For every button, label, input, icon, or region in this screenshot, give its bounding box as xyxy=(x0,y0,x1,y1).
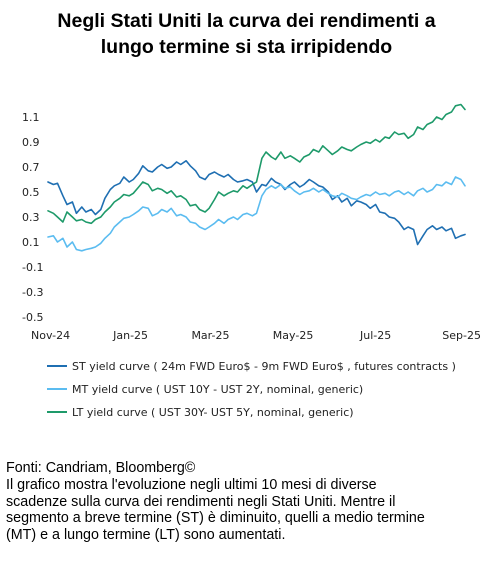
chart-title-line-1: Negli Stati Uniti la curva dei rendiment… xyxy=(57,10,436,32)
legend-item-st: ST yield curve ( 24m FWD Euro$ - 9m FWD … xyxy=(47,360,456,373)
yield-curve-line-chart: 1.1 0.9 0.7 0.5 0.3 0.1 -0.1 -0.3 -0.5 Nov-24 Jan… xyxy=(22,103,481,419)
footer-line-2: scadenze sulla curva dei rendimenti negl… xyxy=(6,493,396,510)
st-series-line xyxy=(47,160,466,246)
chart-title: Negli Stati Uniti la curva dei rendiment… xyxy=(0,8,493,60)
y-tick-label: 0.1 xyxy=(22,236,40,249)
x-tick-label: Sep-25 xyxy=(442,329,481,342)
legend-item-lt: LT yield curve ( UST 30Y- UST 5Y, nomina… xyxy=(47,406,354,419)
footer-line-1: Il grafico mostra l'evoluzione negli ult… xyxy=(6,476,377,493)
chart-footer: Fonti: Candriam, Bloomberg© Il grafico m… xyxy=(6,460,486,544)
y-tick-label: 0.5 xyxy=(22,186,40,199)
lt-series-line xyxy=(47,103,466,225)
legend-item-mt: MT yield curve ( UST 10Y - UST 2Y, nomin… xyxy=(47,383,363,396)
x-tick-label: Jul-25 xyxy=(359,329,391,342)
y-tick-label: 0.7 xyxy=(22,161,40,174)
legend-label: MT yield curve ( UST 10Y - UST 2Y, nomin… xyxy=(72,383,363,396)
x-tick-label: May-25 xyxy=(273,329,314,342)
x-tick-label: Nov-24 xyxy=(31,329,70,342)
x-axis-ticks: Nov-24 Jan-25 Mar-25 May-25 Jul-25 Sep-25 xyxy=(31,329,481,342)
legend-label: ST yield curve ( 24m FWD Euro$ - 9m FWD … xyxy=(72,360,456,373)
legend-label: LT yield curve ( UST 30Y- UST 5Y, nomina… xyxy=(72,406,354,419)
y-tick-label: -0.5 xyxy=(22,311,43,324)
y-tick-label: 0.9 xyxy=(22,136,40,149)
y-tick-label: 0.3 xyxy=(22,211,40,224)
footer-line-4: (MT) e a lungo termine (LT) sono aumenta… xyxy=(6,527,286,544)
y-tick-label: 1.1 xyxy=(22,111,40,124)
footer-source: Fonti: Candriam, Bloomberg© xyxy=(6,460,196,476)
y-axis-ticks: 1.1 0.9 0.7 0.5 0.3 0.1 -0.1 -0.3 -0.5 xyxy=(22,111,43,324)
footer-line-3: segmento a breve termine (ST) è diminuit… xyxy=(6,510,425,527)
x-tick-label: Mar-25 xyxy=(191,329,229,342)
chart-title-line-2: lungo termine si sta irripidendo xyxy=(100,36,393,58)
y-tick-label: -0.3 xyxy=(22,286,43,299)
series-lines xyxy=(47,103,466,252)
mt-series-line xyxy=(47,176,466,252)
y-tick-label: -0.1 xyxy=(22,261,43,274)
chart-legend: ST yield curve ( 24m FWD Euro$ - 9m FWD … xyxy=(47,360,456,419)
x-tick-label: Jan-25 xyxy=(112,329,148,342)
